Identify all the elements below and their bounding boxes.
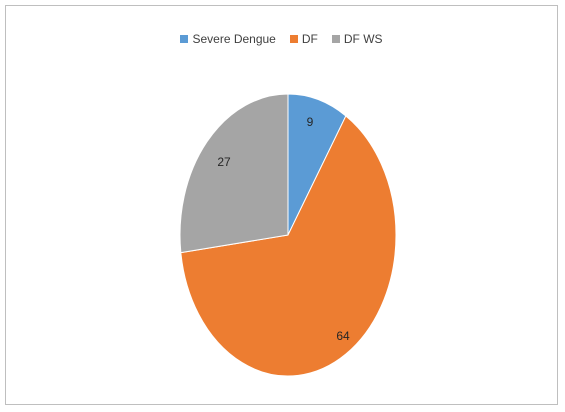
- legend-swatch-df-ws: [331, 35, 340, 43]
- legend-swatch-severe-dengue: [180, 35, 189, 43]
- legend-label-severe-dengue: Severe Dengue: [192, 32, 276, 46]
- data-label-df: 64: [336, 329, 350, 343]
- data-label-severe-dengue: 9: [307, 115, 314, 129]
- legend-label-df-ws: DF WS: [343, 32, 383, 46]
- pie-slice-df: [180, 115, 397, 377]
- data-label-df-ws: 27: [217, 155, 231, 169]
- legend-item-df: DF: [289, 32, 318, 46]
- legend-label-df: DF: [301, 32, 318, 46]
- legend-swatch-df: [289, 35, 298, 43]
- pie-chart: 9 64 27: [179, 93, 397, 377]
- chart-legend: Severe Dengue DF DF WS: [6, 32, 557, 46]
- legend-item-df-ws: DF WS: [331, 32, 383, 46]
- pie-slice-df-ws: [179, 93, 289, 254]
- legend-item-severe-dengue: Severe Dengue: [180, 32, 276, 46]
- pie-slice-severe-dengue: [287, 93, 347, 236]
- chart-frame: Severe Dengue DF DF WS 9 64 27: [5, 5, 558, 405]
